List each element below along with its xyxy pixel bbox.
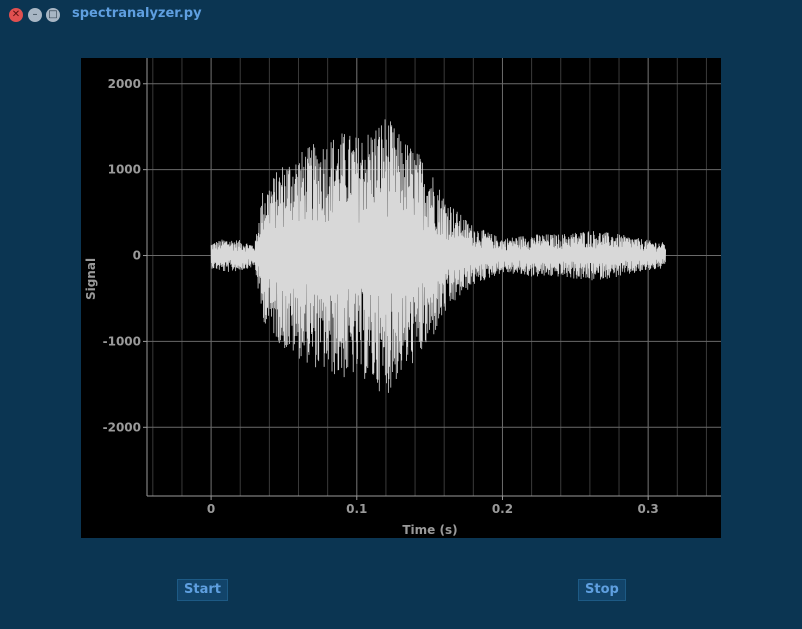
stop-button[interactable]: Stop	[578, 579, 626, 601]
y-tick-label: 2000	[108, 77, 141, 91]
x-tick-label: 0.3	[638, 502, 659, 516]
y-tick-label: -1000	[103, 334, 141, 348]
signal-chart-svg: 0 0.1 0.2 0.3 -2000 -1000 0 1000 2000 Time (s) S…	[84, 58, 721, 537]
signal-line	[210, 119, 667, 393]
window-title: spectranalyzer.py	[72, 6, 202, 21]
x-tick-label: 0.2	[492, 502, 513, 516]
y-tick-label: 1000	[108, 163, 141, 177]
y-axis-label: Signal	[84, 258, 98, 300]
y-tick-label: -2000	[103, 420, 141, 434]
x-tick-label: 0.1	[346, 502, 367, 516]
start-button[interactable]: Start	[177, 579, 228, 601]
signal-plot: 0 0.1 0.2 0.3 -2000 -1000 0 1000 2000 Time (s) S…	[81, 58, 721, 538]
close-icon[interactable]: ✕	[9, 8, 23, 22]
y-tick-label: 0	[133, 249, 141, 263]
x-axis-label: Time (s)	[402, 523, 457, 537]
maximize-icon[interactable]: □	[46, 8, 60, 22]
minimize-icon[interactable]: –	[28, 8, 42, 22]
signal-trace	[210, 119, 667, 393]
tick-labels: 0 0.1 0.2 0.3 -2000 -1000 0 1000 2000	[103, 77, 659, 516]
axes	[143, 58, 721, 500]
title-bar: ✕ – □ spectranalyzer.py	[0, 0, 802, 30]
x-tick-label: 0	[207, 502, 215, 516]
